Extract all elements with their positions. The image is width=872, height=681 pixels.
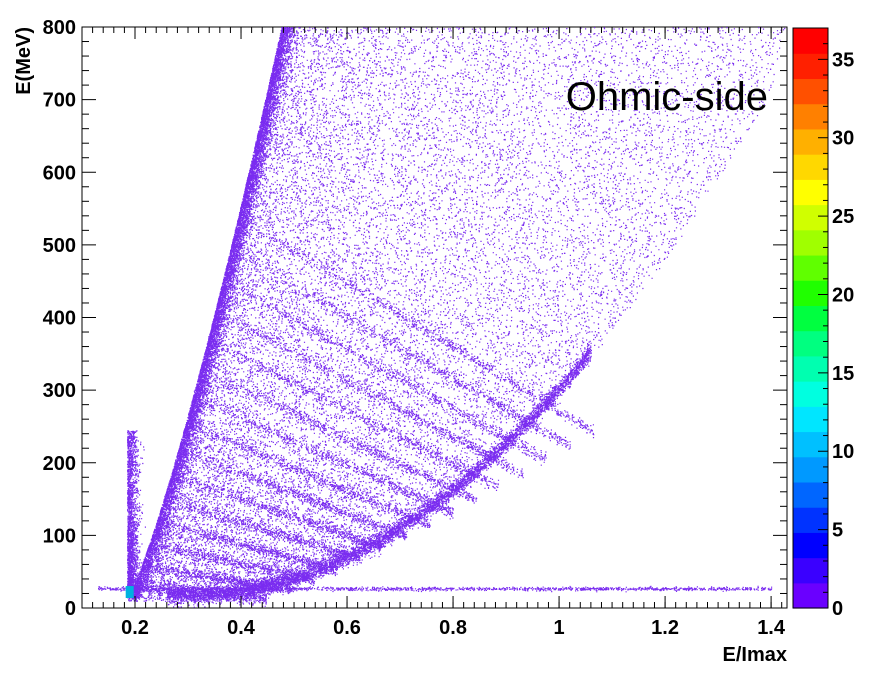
point-cluster (182, 420, 431, 540)
point-cluster (99, 585, 772, 593)
colorbar-segment (793, 53, 828, 80)
x-tick-label: 0.8 (439, 617, 467, 639)
colorbar-segment (793, 557, 828, 584)
colorbar-segment (793, 481, 828, 508)
plot-frame (81, 26, 788, 609)
colorbar-segment (793, 229, 828, 256)
colorbar-tick-label: 0 (832, 598, 843, 620)
colorbar-segment (793, 582, 828, 609)
colorbar-segment (793, 204, 828, 231)
hotspot-cell (125, 586, 134, 599)
y-tick-label: 400 (43, 308, 76, 330)
plot-annotation: Ohmic-side (566, 75, 768, 119)
colorbar-segment (793, 330, 828, 357)
point-cluster (223, 277, 547, 461)
colorbar-tick-label: 30 (832, 128, 854, 150)
point-cluster (164, 497, 361, 564)
colorbar: 0 5 10 15 20 25 30 35 (792, 27, 854, 620)
colorbar-segment (793, 381, 828, 407)
colorbar-segment (793, 103, 828, 130)
colorbar-frame (792, 27, 829, 609)
x-tick-label: 1.2 (651, 617, 679, 639)
colorbar-tick-label: 10 (832, 441, 854, 463)
scatter-points (98, 27, 786, 608)
colorbar-segment (793, 254, 828, 281)
colorbar-segment (793, 154, 828, 180)
point-cluster (154, 544, 338, 586)
point-cluster (188, 395, 454, 528)
x-tick-label: 0.4 (227, 617, 256, 639)
colorbar-segment (793, 179, 828, 206)
colorbar-tick-label: 15 (832, 363, 854, 385)
colorbar-segment (793, 28, 828, 54)
point-cluster (203, 367, 478, 502)
colorbar-tick-label: 25 (832, 206, 854, 228)
point-cluster (141, 27, 785, 590)
colorbar-segment (793, 305, 828, 332)
colorbar-tick-label: 35 (832, 49, 854, 71)
x-axis-title: E/Imax (723, 644, 787, 666)
point-cluster (174, 459, 398, 558)
colorbar-segment (793, 355, 828, 382)
y-tick-label: 200 (43, 453, 76, 475)
point-cluster (187, 421, 431, 528)
y-tick-label: 500 (43, 235, 76, 257)
colorbar-segment (793, 128, 828, 155)
colorbar-segment (793, 431, 828, 458)
colorbar-segment (793, 78, 828, 105)
y-tick-label: 100 (43, 525, 76, 547)
x-tick-label: 1 (554, 617, 565, 639)
colorbar-segment (793, 532, 828, 559)
point-cluster (142, 559, 291, 595)
colorbar-segment (793, 406, 828, 433)
x-tick-label: 0.6 (333, 617, 361, 639)
y-tick-label: 300 (43, 380, 76, 402)
x-tick-label: 0.2 (121, 617, 149, 639)
y-tick-label: 0 (65, 598, 76, 620)
y-tick-label: 600 (43, 162, 76, 184)
y-tick-label: 800 (43, 17, 76, 39)
point-cluster (133, 563, 289, 606)
point-cluster (98, 585, 773, 593)
y-axis-title: E(MeV) (13, 27, 35, 95)
y-tick-label: 700 (43, 90, 76, 112)
colorbar-tick-label: 20 (832, 284, 854, 306)
point-cluster (239, 213, 595, 439)
colorbar-segment (793, 456, 828, 483)
point-cluster (98, 585, 773, 593)
x-tick-label: 1.4 (757, 617, 786, 639)
colorbar-segment (793, 280, 828, 306)
axes: 0.2 0.4 0.6 0.8 1 1.2 1.4 0 100 200 300 400 500 600 70… (43, 17, 787, 639)
colorbar-segment (793, 507, 828, 533)
colorbar-tick-label: 5 (832, 520, 843, 542)
